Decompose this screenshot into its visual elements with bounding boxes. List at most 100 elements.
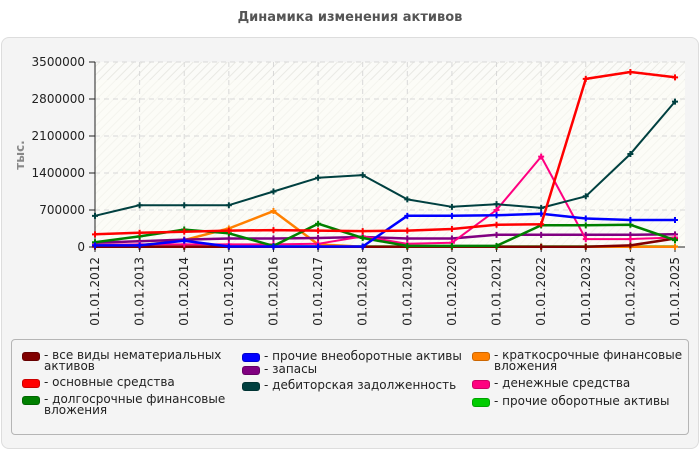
data-point-marker [538,221,545,228]
svg-text:01.01.2012: 01.01.2012 [88,257,102,326]
data-point-marker [582,243,589,250]
series-line [94,233,676,245]
legend-swatch-icon [242,382,260,391]
data-point-marker [225,243,232,250]
legend-item: - прочие внеоборотные активы [242,349,462,363]
data-point-marker [92,242,98,249]
legend-item: - краткосрочные финансовые вложения [472,348,683,373]
data-point-marker [136,202,143,209]
svg-text:01.01.2017: 01.01.2017 [311,257,325,326]
line-chart: 0 700000 1400000 2100000 2800000 3500000 01.01… [13,55,685,326]
data-point-marker [315,227,322,234]
data-point-marker [582,75,589,82]
svg-text:1400000: 1400000 [32,166,85,180]
legend-label: - все виды нематериальных активов [44,348,222,373]
svg-text:700000: 700000 [39,203,85,217]
svg-text:01.01.2020: 01.01.2020 [445,257,459,326]
svg-text:01.01.2016: 01.01.2016 [266,257,280,326]
data-point-marker [672,217,678,224]
legend-swatch-icon [22,352,40,361]
data-point-marker [672,237,678,244]
data-point-marker [493,221,500,228]
legend-label: - прочие внеоборотные активы [264,349,462,363]
legend-item: - долгосрочные финансовые вложения [22,393,225,416]
svg-text:01.01.2022: 01.01.2022 [534,257,548,326]
svg-text:01.01.2014: 01.01.2014 [177,257,191,326]
legend-item: - все виды нематериальных активов [22,348,222,373]
legend-item: - дебиторская задолженность [242,378,457,392]
legend-label: - краткосрочные финансовые вложения [494,348,683,373]
data-point-marker [493,242,500,249]
svg-text:2800000: 2800000 [32,92,85,106]
series-line [94,222,676,248]
y-axis-label: тыс. [13,140,27,169]
legend-item: - денежные средства [472,376,631,390]
chart-legend: - все виды нематериальных активов - осно… [11,339,689,435]
svg-text:тыс.: тыс. [13,140,27,169]
data-point-marker [627,242,634,249]
legend-label: - денежные средства [494,376,631,390]
data-point-marker [627,69,634,76]
legend-swatch-icon [242,353,260,362]
legend-swatch-icon [242,366,260,375]
data-point-marker [359,243,366,250]
data-point-marker [493,201,500,208]
data-point-marker [627,236,634,243]
data-point-marker [404,242,411,249]
svg-text:2100000: 2100000 [32,129,85,143]
data-point-marker [315,174,322,181]
data-point-marker [181,202,188,209]
svg-text:0: 0 [77,240,85,254]
data-point-marker [627,150,634,157]
data-point-marker [92,231,98,238]
svg-text:01.01.2024: 01.01.2024 [623,257,637,326]
series-line [95,237,676,248]
data-point-marker [225,202,232,209]
legend-swatch-icon [22,379,40,388]
data-point-marker [448,242,455,249]
data-point-marker [582,236,589,243]
data-point-marker [404,196,411,203]
data-point-marker [315,243,322,250]
data-point-marker [627,217,634,224]
data-point-marker [672,98,678,105]
data-point-marker [448,212,455,219]
data-point-marker [493,231,500,238]
data-point-marker [448,203,455,210]
data-point-marker [136,242,143,249]
svg-text:01.01.2019: 01.01.2019 [400,257,414,326]
data-point-marker [538,204,545,211]
svg-text:01.01.2018: 01.01.2018 [356,257,370,326]
data-point-marker [538,231,545,238]
data-point-marker [404,227,411,234]
svg-text:3500000: 3500000 [32,55,85,69]
svg-text:01.01.2023: 01.01.2023 [579,257,593,326]
data-point-marker [225,235,232,242]
legend-item: - запасы [242,363,317,375]
data-point-marker [538,153,545,160]
series-line [94,70,676,236]
data-point-marker [582,215,589,222]
svg-text:01.01.2015: 01.01.2015 [222,257,236,326]
data-point-marker [493,207,500,213]
data-point-marker [270,188,277,195]
legend-label: - прочие оборотные активы [494,394,670,408]
legend-swatch-icon [472,352,490,361]
svg-text:01.01.2021: 01.01.2021 [490,257,504,326]
data-point-marker [92,212,98,219]
series-line [94,100,676,217]
data-point-marker [359,172,366,179]
data-point-marker [582,222,589,229]
legend-label: - основные средства [44,375,175,389]
data-point-marker [404,212,411,219]
legend-label: - дебиторская задолженность [264,378,457,392]
data-point-marker [270,227,277,234]
data-point-marker [270,243,277,250]
data-point-marker [136,229,143,236]
svg-text:01.01.2013: 01.01.2013 [133,257,147,326]
data-series [92,69,678,250]
svg-text:01.01.2025: 01.01.2025 [668,257,682,326]
data-point-marker [493,212,500,219]
data-point-marker [538,243,545,250]
data-point-marker [359,228,366,235]
